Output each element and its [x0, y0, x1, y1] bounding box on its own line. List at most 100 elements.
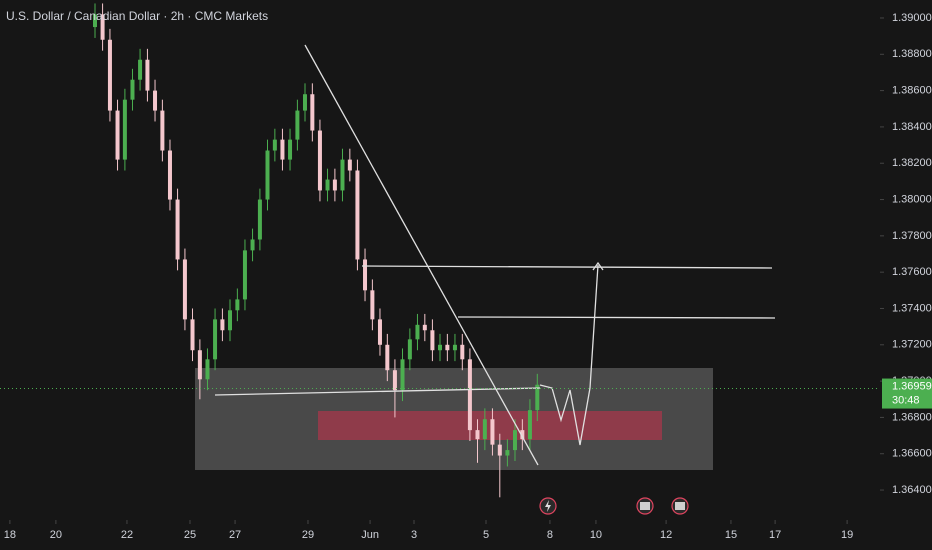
- y-tick-label: 1.37600: [892, 266, 932, 278]
- candle-body: [332, 179, 337, 191]
- candle-body: [190, 319, 195, 351]
- candle-body: [460, 344, 465, 360]
- candle-body: [535, 384, 540, 411]
- candle-body: [257, 199, 262, 240]
- y-tick-label: 1.37400: [892, 302, 932, 314]
- x-tick-label: 17: [769, 529, 781, 541]
- arrow-head: [592, 261, 604, 271]
- x-tick-label: 18: [4, 529, 16, 541]
- candle-body: [92, 14, 97, 28]
- resistance-line: [361, 265, 773, 269]
- x-tick-label: 12: [660, 529, 672, 541]
- projection: [539, 264, 599, 446]
- y-tick-label: 1.36400: [892, 484, 932, 496]
- candle-body: [527, 410, 532, 440]
- x-tick-label: 5: [483, 529, 489, 541]
- candle-body: [475, 430, 480, 440]
- last-price-label: 1.36959: [892, 380, 932, 392]
- zone-red: [318, 411, 662, 440]
- candle-body: [340, 159, 345, 191]
- candle-body: [122, 99, 127, 160]
- candle-body: [490, 419, 495, 445]
- x-tick-label: 15: [725, 529, 737, 541]
- candle-body: [213, 319, 218, 360]
- candle-body: [107, 39, 112, 111]
- y-tick-label: 1.39000: [892, 12, 932, 24]
- x-tick-label: Jun: [361, 529, 379, 541]
- lightning: [545, 500, 551, 512]
- candle-body: [295, 110, 300, 140]
- chart-title: U.S. Dollar / Canadian Dollar · 2h · CMC…: [6, 9, 268, 23]
- candle-body: [392, 370, 397, 391]
- candle-body: [520, 430, 525, 440]
- candle-body: [280, 139, 285, 160]
- candle-body: [197, 350, 202, 380]
- candle-body: [355, 170, 360, 260]
- y-tick-label: 1.36600: [892, 448, 932, 460]
- y-tick-label: 1.37800: [892, 230, 932, 242]
- candle-body: [415, 324, 420, 340]
- candle-body: [115, 110, 120, 160]
- candle-body: [138, 59, 143, 80]
- x-tick-label: 22: [121, 529, 133, 541]
- x-tick-label: 20: [50, 529, 62, 541]
- candle-body: [497, 444, 502, 456]
- countdown: 30:48: [892, 394, 920, 406]
- candle-body: [347, 159, 352, 171]
- candle-body: [167, 150, 172, 200]
- candle-body: [205, 359, 210, 380]
- candle-body: [370, 290, 375, 320]
- candle-body: [363, 259, 368, 291]
- candle-body: [235, 299, 240, 311]
- y-tick-label: 1.38200: [892, 157, 932, 169]
- candle-body: [377, 319, 382, 345]
- flag: [640, 502, 650, 510]
- candle-body: [100, 14, 105, 40]
- candle-body: [182, 259, 187, 320]
- x-tick-label: 8: [547, 529, 553, 541]
- candle-body: [130, 79, 135, 100]
- last-price-box: [882, 378, 932, 409]
- candle-body: [400, 359, 405, 391]
- y-tick-label: 1.36800: [892, 411, 932, 423]
- y-tick-label: 1.38600: [892, 85, 932, 97]
- candle-body: [160, 110, 165, 151]
- candle-body: [153, 90, 158, 111]
- candle-body: [220, 319, 225, 331]
- candle-body: [505, 450, 510, 456]
- candle-body: [145, 59, 150, 91]
- y-tick-label: 1.38400: [892, 121, 932, 133]
- x-tick-label: 29: [302, 529, 314, 541]
- candle-body: [175, 199, 180, 260]
- drawings: [214, 44, 776, 466]
- candle-body: [445, 344, 450, 351]
- candle-body: [242, 250, 247, 300]
- candle-body: [467, 359, 472, 431]
- candle-body: [288, 139, 293, 160]
- flag: [675, 502, 685, 510]
- candle-body: [512, 430, 517, 451]
- trend-line: [304, 44, 539, 466]
- candle-body: [407, 339, 412, 360]
- y-tick-label: 1.38800: [892, 48, 932, 60]
- candle-body: [310, 94, 315, 131]
- candle-body: [385, 344, 390, 371]
- y-tick-label: 1.37200: [892, 339, 932, 351]
- resistance-line: [457, 316, 776, 319]
- candle-body: [438, 344, 442, 351]
- candle-body: [272, 139, 277, 151]
- candle-body: [430, 330, 435, 351]
- candle-body: [228, 310, 233, 331]
- x-tick-label: 19: [841, 529, 853, 541]
- x-tick-label: 3: [411, 529, 417, 541]
- x-tick-label: 10: [590, 529, 602, 541]
- x-tick-label: 27: [229, 529, 241, 541]
- candle-body: [325, 179, 330, 191]
- x-tick-label: 25: [184, 529, 196, 541]
- candle-body: [265, 150, 270, 200]
- candle-body: [452, 344, 457, 351]
- event-icons: [539, 497, 689, 515]
- support-line: [214, 387, 541, 396]
- candle-body: [422, 324, 427, 331]
